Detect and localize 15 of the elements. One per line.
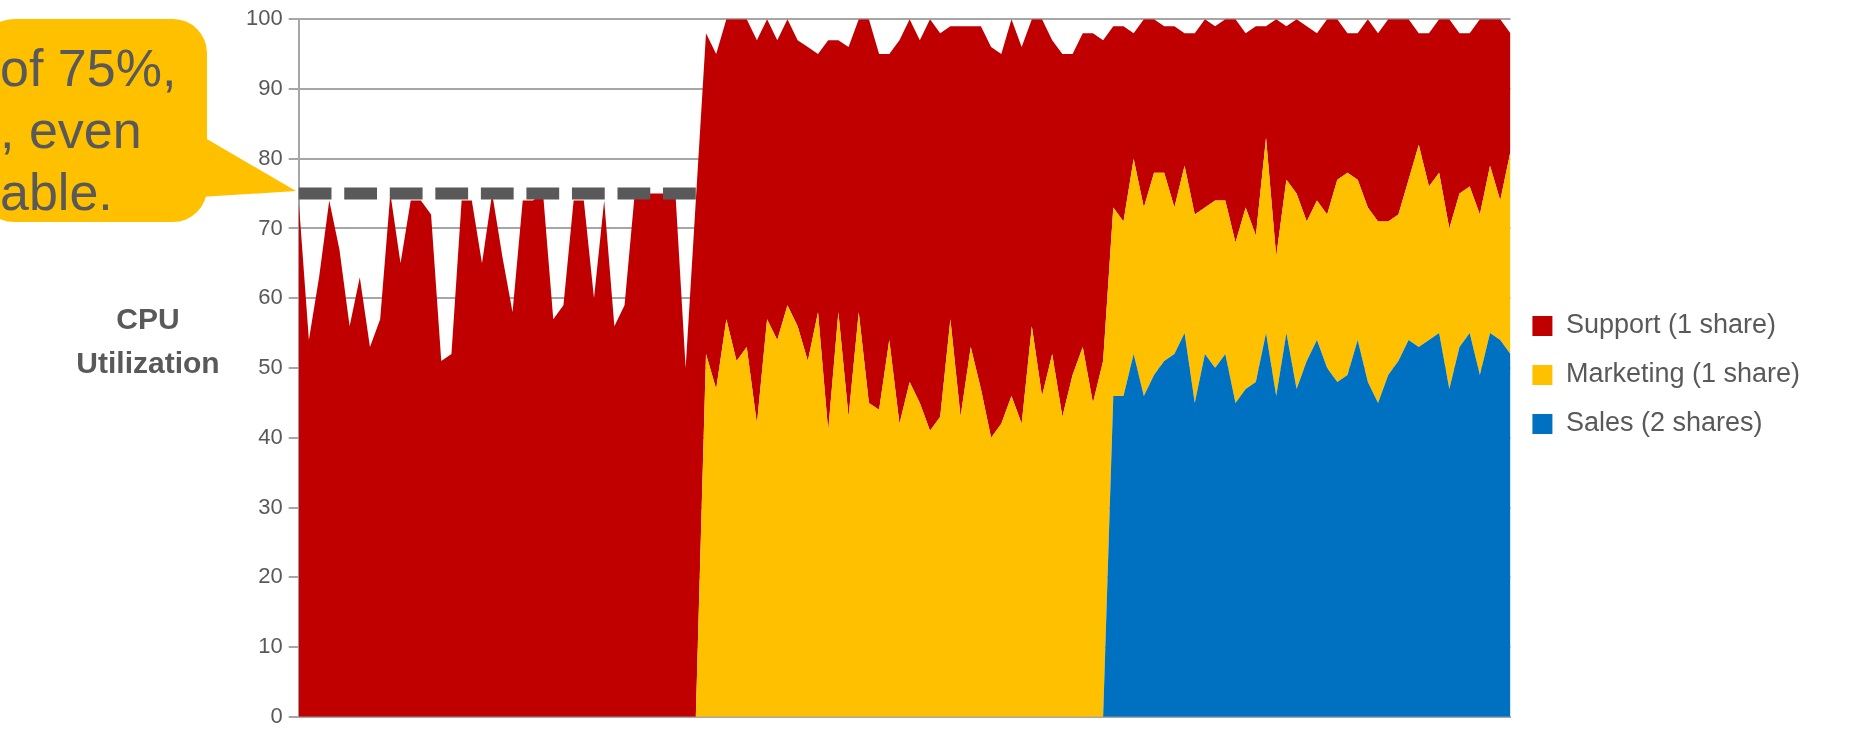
y-tick-label: 40 — [258, 423, 283, 449]
y-tick-label: 80 — [258, 144, 283, 170]
y-axis-title: CPU Utilization — [76, 302, 220, 380]
legend-label: Marketing (1 share) — [1565, 358, 1801, 389]
y-tick-label: 10 — [258, 633, 283, 659]
y-tick-label: 60 — [258, 284, 283, 310]
y-tick-label: 90 — [258, 75, 283, 101]
y-tick-label: 0 — [270, 702, 283, 728]
y-tick-label: 50 — [258, 354, 283, 380]
y-tick-label: 20 — [258, 563, 283, 589]
legend-label: Sales (2 shares) — [1565, 407, 1763, 438]
y-tick-label: 70 — [258, 214, 283, 240]
y-tick-label: 30 — [258, 493, 283, 519]
legend-label: Support (1 share) — [1565, 309, 1777, 340]
y-tick-label: 100 — [245, 5, 283, 31]
